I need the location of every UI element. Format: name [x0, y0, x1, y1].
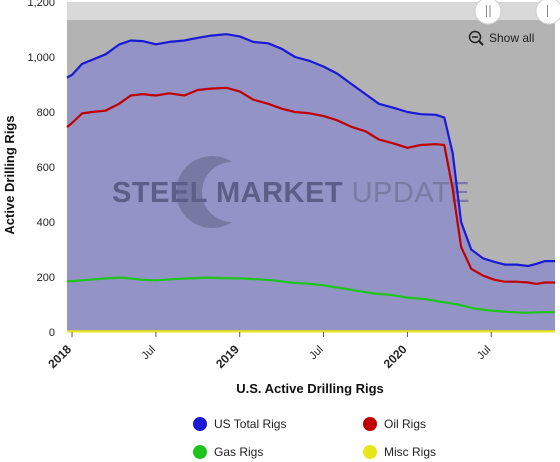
x-tick-label: Jul [140, 344, 158, 362]
x-tick-label: 2019 [213, 342, 242, 371]
show-all-label: Show all [489, 31, 534, 45]
x-axis-title: U.S. Active Drilling Rigs [236, 381, 384, 396]
y-axis-title: Active Drilling Rigs [2, 115, 17, 234]
legend-label: Misc Rigs [384, 445, 436, 459]
y-axis-ticks: 0 200 400 600 800 1,000 1,200 [27, 0, 55, 339]
watermark-text: STEEL MARKET UPDATE [112, 177, 470, 209]
legend-item[interactable]: Gas Rigs [193, 445, 263, 459]
legend-marker [193, 417, 207, 431]
x-tick-label: Jul [307, 344, 325, 362]
gas-rigs-line [67, 276, 555, 314]
y-tick-label: 1,000 [27, 52, 55, 64]
plot-area: STEEL MARKET UPDATE [66, 2, 555, 333]
y-tick-label: 200 [37, 272, 55, 284]
y-tick-label: 400 [37, 217, 55, 229]
y-tick-label: 1,200 [27, 0, 55, 9]
legend-label: Oil Rigs [384, 417, 426, 431]
navigator-handle-right[interactable] [535, 0, 560, 25]
legend-label: Gas Rigs [214, 445, 263, 459]
x-axis-ticks: 2018 Jul 2019 Jul 2020 Jul [45, 332, 493, 371]
legend-marker [363, 445, 377, 459]
watermark-word-1: STEEL [112, 177, 207, 209]
watermark: STEEL MARKET UPDATE [112, 156, 470, 228]
legend-marker [193, 445, 207, 459]
total-rigs-area [67, 34, 555, 332]
oil-rigs-line [66, 86, 555, 285]
legend-label: US Total Rigs [214, 417, 286, 431]
watermark-word-3: UPDATE [343, 177, 470, 209]
watermark-logo-icon [176, 156, 232, 228]
x-tick-label: Jul [475, 344, 493, 362]
watermark-word-2: MARKET [207, 177, 343, 209]
zoom-out-icon [468, 30, 484, 46]
legend-item[interactable]: Misc Rigs [363, 445, 436, 459]
navigator-bar[interactable] [67, 2, 557, 20]
legend-item[interactable]: US Total Rigs [193, 417, 286, 431]
y-tick-label: 600 [37, 162, 55, 174]
show-all-button[interactable]: Show all [468, 30, 535, 46]
legend-marker [363, 417, 377, 431]
x-tick-label: 2018 [45, 342, 74, 371]
y-tick-label: 0 [49, 327, 55, 339]
x-tick-label: 2020 [381, 342, 410, 371]
legend-item[interactable]: Oil Rigs [363, 417, 426, 431]
legend: US Total Rigs Oil Rigs Gas Rigs Misc Rigs [193, 417, 436, 459]
y-tick-label: 800 [37, 107, 55, 119]
navigator-handle-left[interactable] [474, 0, 502, 25]
total-rigs-line [66, 33, 555, 268]
